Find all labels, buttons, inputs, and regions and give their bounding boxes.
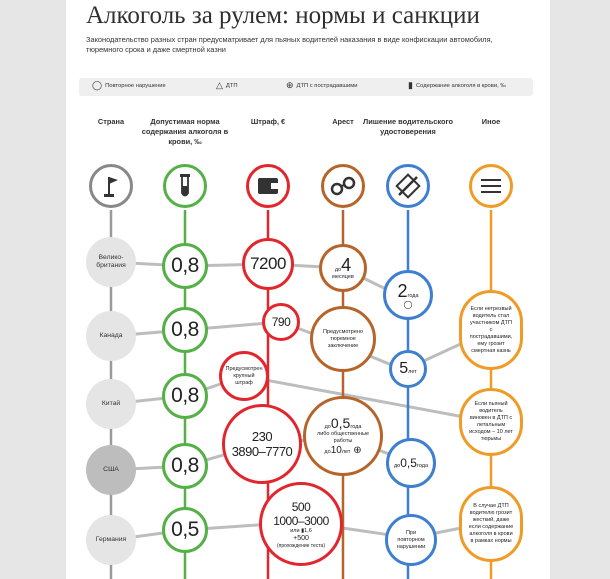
alcohol-level: 1,6 (304, 527, 312, 534)
legend-label: ДТП с пострадавшими (296, 82, 358, 89)
column-header-fine: Штраф, € (250, 117, 286, 126)
license-usa-number: 0,5 (400, 456, 417, 470)
legend-item-injured: ⊕ ДТП с пострадавшими (286, 81, 357, 90)
legend-label: ДТП (225, 82, 238, 89)
license-canada: 5лет (389, 350, 427, 388)
column-header-norm: Допустимая норма содержания алкоголя в к… (141, 117, 229, 146)
legend-label: Повторное нарушение (105, 82, 166, 89)
fine-germany-alt: или ▮1,6 (290, 528, 312, 535)
fine-china: Предусмотрен крупный штраф (219, 351, 269, 401)
arrest-usa-prefix: до (324, 423, 331, 430)
arrest-usa-prefix2: до (324, 448, 331, 455)
arrest-usa-unit: года (350, 423, 362, 430)
license-uk-value: 2года (397, 282, 418, 300)
arrest-usa-number: 0,5 (330, 414, 351, 431)
other-china: Если пьяный водитель виновен в ДТП с лет… (459, 388, 523, 456)
column-header-country: Страна (97, 117, 125, 126)
arrest-usa-line2: до10лет ⊕ (324, 445, 361, 457)
license-usa: до0,5года (386, 438, 436, 488)
column-header-other: Иное (481, 117, 501, 126)
plus-circle-icon: ⊕ (353, 444, 362, 456)
license-canada-unit: лет (408, 369, 417, 375)
fine-germany: 500 1000–3000 или ▮1,6 +500 (прохождение… (259, 482, 343, 566)
arrest-usa-number2: 10 (330, 444, 342, 456)
flag-icon (89, 164, 133, 208)
norm-china: 0,8 (162, 373, 208, 419)
or-label: или (290, 527, 300, 534)
test-tube-icon (163, 164, 207, 208)
arrest-uk: до4 месяцев (319, 244, 367, 292)
license-canada-value: 5лет (399, 360, 417, 378)
legend-item-repeat: ◯ Повторное нарушение (92, 81, 166, 90)
country-canada: Канада (86, 311, 136, 361)
arrest-usa-line1: до0,5года (324, 414, 362, 431)
country-germany: Германия (86, 515, 136, 565)
license-canada-number: 5 (399, 360, 409, 377)
menu-icon (469, 164, 513, 208)
handcuffs-icon (321, 164, 365, 208)
blood-test-icon: ▮ (301, 527, 305, 534)
fine-germany-line2: 1000–3000 (273, 513, 329, 528)
license-uk: 2года ◯ (383, 270, 433, 320)
wallet-icon (246, 164, 290, 208)
arrest-usa-alt: либо общественные работы (316, 430, 370, 444)
repeat-icon: ◯ (92, 80, 103, 90)
fine-uk: 7200 (242, 238, 294, 290)
legend-item-accident: △ ДТП (216, 81, 238, 90)
fine-germany-line1: 500 (291, 499, 311, 514)
license-germany: При повторном нарушении (385, 514, 437, 566)
legend-item-blood: ▮ Содержание алкоголя в крови, ‰ (408, 81, 506, 90)
column-header-arrest: Арест (332, 117, 354, 126)
column-header-license: Лишение водительского удостоверения (363, 117, 453, 136)
accident-triangle-icon: △ (216, 80, 223, 90)
fine-germany-note: (прохождение теста) (276, 542, 325, 549)
license-usa-prefix: до (393, 463, 401, 469)
arrest-canada: Предусмотрено тюремное заключение (310, 306, 376, 372)
norm-usa: 0,8 (162, 443, 208, 489)
page-subtitle: Законодательство разных стран предусматр… (86, 35, 493, 54)
fine-usa-line1: 230 (251, 429, 273, 444)
arrest-usa-unit2: лет (341, 448, 351, 455)
fine-germany-line3: +500 (293, 534, 309, 542)
page-title: Алкоголь за рулем: нормы и санкции (86, 2, 480, 29)
license-usa-value: до0,5года (394, 456, 428, 470)
other-canada: Если нетрезвый водитель стал участником … (459, 290, 523, 370)
legend-label: Содержание алкоголя в крови, ‰ (415, 82, 507, 89)
norm-canada: 0,8 (162, 307, 208, 353)
license-uk-number: 2 (397, 280, 408, 301)
no-license-icon (386, 164, 430, 208)
country-uk: Велико-британия (86, 237, 136, 287)
fine-usa-line2: 3890–7770 (231, 444, 293, 459)
country-china: Китай (86, 379, 136, 429)
arrest-uk-value: до4 (335, 256, 351, 274)
license-uk-unit: года (407, 292, 419, 299)
norm-germany: 0,5 (162, 507, 208, 553)
repeat-icon: ◯ (403, 299, 413, 309)
fine-usa: 230 3890–7770 (222, 404, 302, 484)
plus-circle-icon: ⊕ (286, 80, 294, 90)
arrest-uk-prefix: до (334, 266, 342, 273)
arrest-usa: до0,5года либо общественные работы до10л… (303, 396, 383, 476)
country-usa: США (86, 445, 136, 495)
other-germany: В случае ДТП водителю грозит жесткий, да… (459, 486, 523, 562)
blood-test-icon: ▮ (408, 80, 413, 90)
arrest-uk-number: 4 (341, 254, 352, 275)
fine-canada: 790 (262, 303, 300, 341)
arrest-uk-unit: месяцев (332, 273, 354, 280)
license-usa-unit: года (416, 463, 429, 469)
legend-bar (79, 78, 533, 96)
norm-uk: 0,8 (162, 243, 208, 289)
